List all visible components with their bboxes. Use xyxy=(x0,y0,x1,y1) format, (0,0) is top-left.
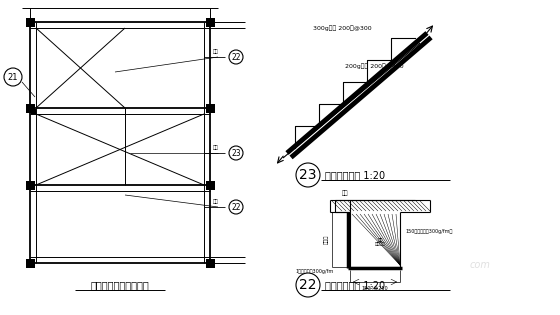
Text: 剖切: 剖切 xyxy=(213,145,219,150)
Text: 梯板加固做法 1:20: 梯板加固做法 1:20 xyxy=(325,170,385,180)
Bar xyxy=(26,104,35,112)
Bar xyxy=(26,259,35,267)
Bar xyxy=(26,180,35,190)
Text: 200g碳布 200宽@400: 200g碳布 200宽@400 xyxy=(345,63,404,69)
Text: 剖切: 剖切 xyxy=(213,199,219,204)
Text: 板底: 板底 xyxy=(342,190,348,196)
Text: 23: 23 xyxy=(299,168,317,182)
Bar xyxy=(206,180,214,190)
Text: 21: 21 xyxy=(8,72,18,82)
Text: 1层碳纤维布300g/fm: 1层碳纤维布300g/fm xyxy=(295,270,333,274)
Text: 22: 22 xyxy=(299,278,317,292)
Text: 梯梁加固做法 1:20: 梯梁加固做法 1:20 xyxy=(325,280,385,290)
Bar xyxy=(206,259,214,267)
Bar xyxy=(30,108,35,113)
Text: 空玻
碳纤维布: 空玻 碳纤维布 xyxy=(375,238,385,247)
Text: 300g碳布 200宽@300: 300g碳布 200宽@300 xyxy=(313,25,372,31)
Circle shape xyxy=(296,273,320,297)
Text: 150宽@250: 150宽@250 xyxy=(362,286,388,291)
Text: 砼混楼梯局部加固平面: 砼混楼梯局部加固平面 xyxy=(91,280,150,290)
Circle shape xyxy=(229,200,243,214)
Circle shape xyxy=(229,50,243,64)
Text: 剖切: 剖切 xyxy=(213,49,219,54)
Circle shape xyxy=(4,68,22,86)
Text: 梁腹面: 梁腹面 xyxy=(324,235,329,244)
Text: 23: 23 xyxy=(231,148,241,158)
Bar xyxy=(206,104,214,112)
Text: 22: 22 xyxy=(231,53,241,61)
Bar xyxy=(206,18,214,26)
Circle shape xyxy=(229,146,243,160)
Text: com: com xyxy=(470,260,491,270)
Text: 22: 22 xyxy=(231,203,241,211)
Circle shape xyxy=(296,163,320,187)
Bar xyxy=(26,18,35,26)
Text: 150宽碳纤维布300g/fm宽: 150宽碳纤维布300g/fm宽 xyxy=(405,229,452,234)
